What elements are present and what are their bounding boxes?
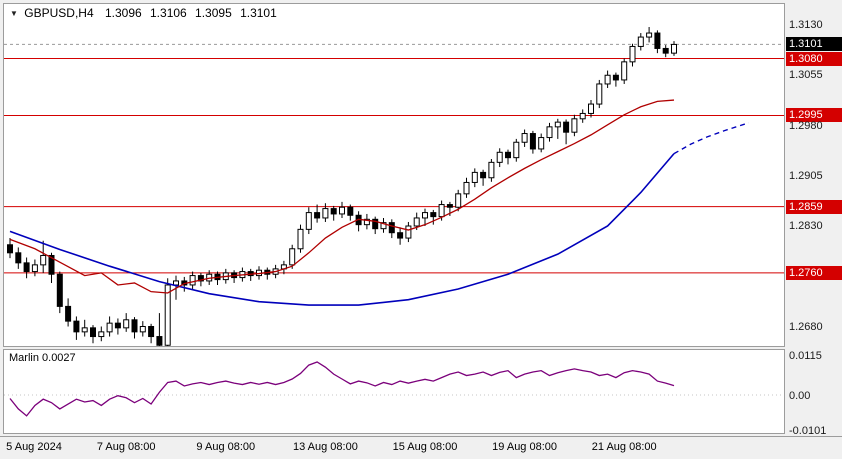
price-level-badge: 1.2859	[786, 199, 842, 214]
time-scale-label: 19 Aug 08:00	[492, 441, 558, 453]
price-scale-label: 1.2980	[789, 119, 823, 132]
indicator-canvas	[4, 361, 784, 417]
indicator-scale-label: 0.0115	[789, 350, 822, 362]
ohlc-values: 1.3096 1.3106 1.3095 1.3101	[104, 6, 277, 20]
price-scale-label: 1.3130	[789, 19, 823, 31]
time-scale-label: 21 Aug 08:00	[591, 441, 657, 453]
marlin-indicator-panel[interactable]: Marlin 0.0027	[3, 349, 785, 434]
bid-price-badge: 1.3101	[786, 37, 842, 52]
price-scale-label: 1.2680	[789, 320, 823, 333]
time-scale-label: 9 Aug 08:00	[196, 441, 256, 453]
price-level-badge: 1.2995	[786, 108, 842, 123]
main-price-chart[interactable]: ▼ GBPUSD,H4 1.3096 1.3106 1.3095 1.3101	[3, 3, 785, 347]
indicator-scale-label: 0.00	[789, 390, 811, 402]
time-scale-label: 5 Aug 2024	[6, 441, 62, 453]
indicator-scale-label: -0.0101	[789, 425, 827, 438]
time-scale-label: 15 Aug 08:00	[392, 441, 458, 453]
time-axis[interactable]: 5 Aug 2024 7 Aug 08:00 9 Aug 08:00 13 Aug 0…	[0, 436, 842, 459]
price-level-badge: 1.2760	[786, 265, 842, 280]
price-chart-canvas	[4, 27, 784, 346]
time-scale-label: 7 Aug 08:00	[96, 441, 156, 453]
indicator-value: 0.0027	[42, 352, 76, 364]
indicator-label: Marlin 0.0027	[9, 352, 76, 364]
symbol-dropdown-arrow-icon[interactable]: ▼	[10, 9, 18, 18]
time-scale-label: 13 Aug 08:00	[292, 441, 358, 453]
price-scale-label: 1.2830	[789, 220, 823, 232]
price-scale-label: 1.2905	[789, 169, 823, 182]
chart-header: ▼ GBPUSD,H4 1.3096 1.3106 1.3095 1.3101	[10, 6, 277, 20]
price-axis[interactable]: 1.3130 1.3101 1.3080 1.3055 1.2995 1.2980 1.29…	[786, 0, 842, 438]
symbol-period-label: GBPUSD,H4	[24, 6, 94, 20]
price-level-badge: 1.3080	[786, 51, 842, 66]
price-scale-label: 1.3055	[789, 69, 823, 82]
indicator-name: Marlin	[9, 352, 39, 364]
